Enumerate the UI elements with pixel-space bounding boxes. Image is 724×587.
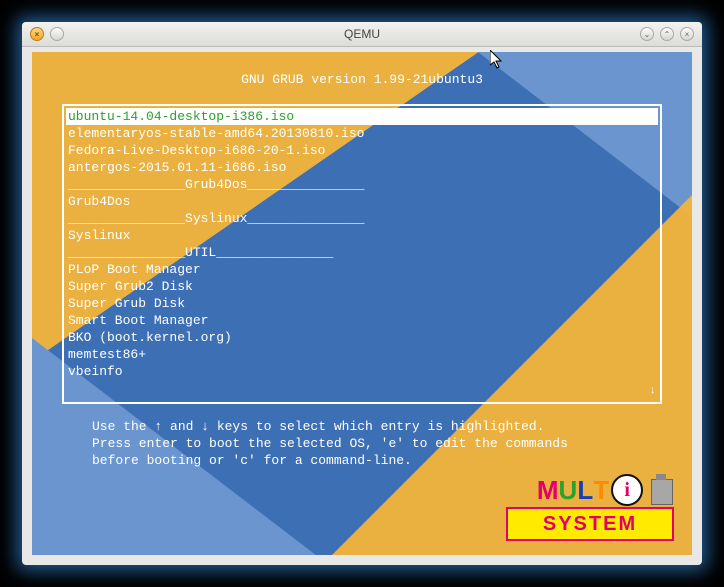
grub-menu-entry[interactable]: PLoP Boot Manager — [66, 261, 658, 278]
grub-menu-entry[interactable]: _______________Grub4Dos_______________ — [66, 176, 658, 193]
logo-letter: U — [559, 477, 578, 503]
vm-screen[interactable]: GNU GRUB version 1.99-21ubuntu3 ubuntu-1… — [32, 52, 692, 555]
grub-menu-entry[interactable]: antergos-2015.01.11-i686.iso — [66, 159, 658, 176]
grub-menu-entry[interactable]: ubuntu-14.04-desktop-i386.iso — [66, 108, 658, 125]
grub-menu-entry[interactable]: Fedora-Live-Desktop-i686-20-1.iso — [66, 142, 658, 159]
grub-menu-entry[interactable]: Smart Boot Manager — [66, 312, 658, 329]
grub-menu-entry[interactable]: elementaryos-stable-amd64.20130810.iso — [66, 125, 658, 142]
close-button-right[interactable]: × — [680, 27, 694, 41]
maximize-button[interactable]: ⌃ — [660, 27, 674, 41]
logo-letter: M — [537, 477, 559, 503]
grub-menu-entry[interactable]: memtest86+ — [66, 346, 658, 363]
logo-letter: L — [577, 477, 593, 503]
grub-menu-entry[interactable]: _______________Syslinux_______________ — [66, 210, 658, 227]
grub-menu[interactable]: ubuntu-14.04-desktop-i386.isoelementaryo… — [62, 104, 662, 404]
grub-menu-entry[interactable]: _______________UTIL_______________ — [66, 244, 658, 261]
usb-icon — [651, 479, 673, 505]
logo-top: MULT i — [506, 473, 674, 507]
multisystem-logo: MULT i SYSTEM — [506, 473, 674, 537]
grub-menu-entry[interactable]: Super Grub2 Disk — [66, 278, 658, 295]
grub-menu-entry[interactable]: Syslinux — [66, 227, 658, 244]
window-button[interactable] — [50, 27, 64, 41]
logo-letter: T — [593, 477, 609, 503]
logo-i-circle: i — [611, 474, 643, 506]
grub-header: GNU GRUB version 1.99-21ubuntu3 — [32, 72, 692, 87]
logo-bottom: SYSTEM — [506, 507, 674, 541]
titlebar: × QEMU ⌄ ⌃ × — [22, 22, 702, 47]
scroll-down-indicator: ↓ — [649, 383, 656, 400]
grub-help-text: Use the ↑ and ↓ keys to select which ent… — [92, 418, 642, 469]
close-button[interactable]: × — [30, 27, 44, 41]
grub-menu-entry[interactable]: Super Grub Disk — [66, 295, 658, 312]
grub-menu-entry[interactable]: Grub4Dos — [66, 193, 658, 210]
grub-menu-entry[interactable]: vbeinfo — [66, 363, 658, 380]
grub-menu-entry[interactable]: BKO (boot.kernel.org) — [66, 329, 658, 346]
minimize-button[interactable]: ⌄ — [640, 27, 654, 41]
qemu-window: × QEMU ⌄ ⌃ × GNU GRUB version 1.99-21ubu… — [22, 22, 702, 565]
window-title: QEMU — [22, 27, 702, 41]
